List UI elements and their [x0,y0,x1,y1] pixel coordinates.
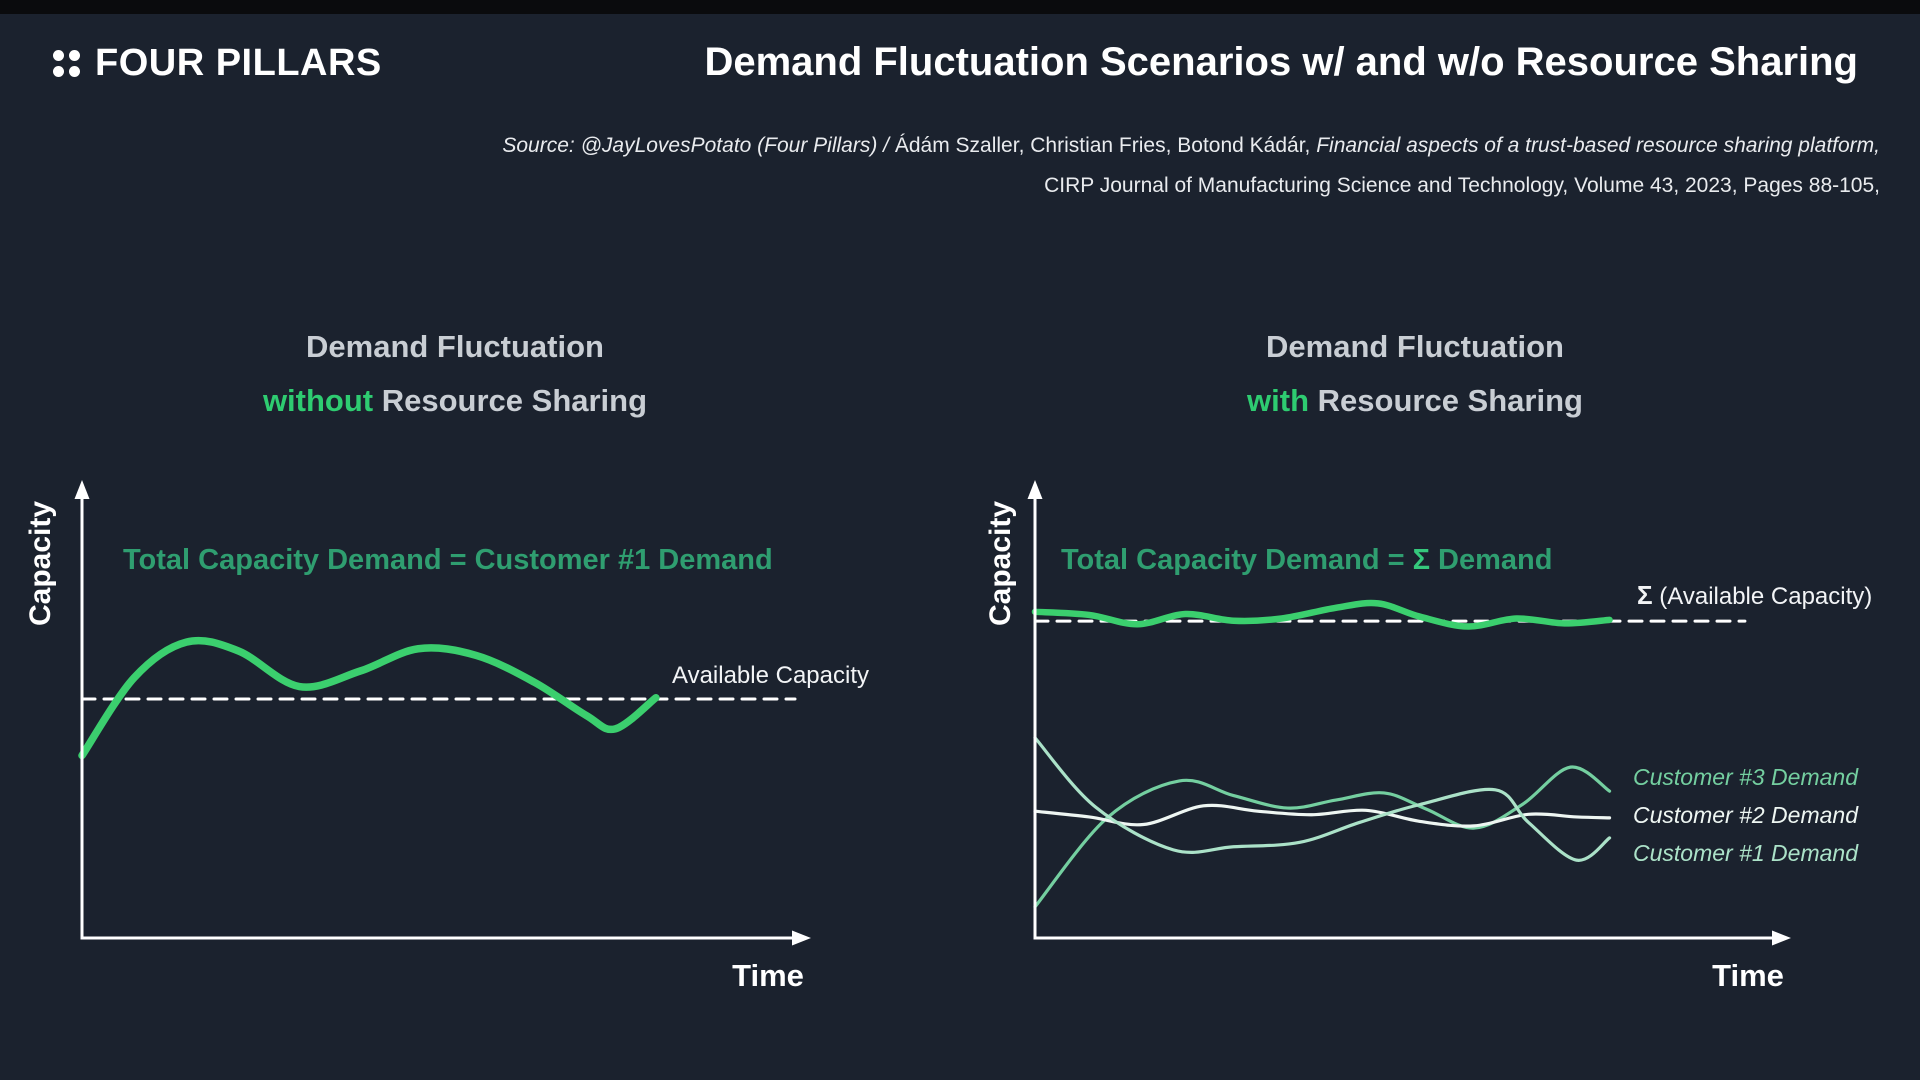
source-paper-title: Financial aspects of a trust-based resou… [1316,134,1880,157]
chart-without-sharing: Capacity Total Capacity Demand = Custome… [0,470,920,1080]
series-customer-#1-demand [1033,736,1612,862]
four-dots-icon [53,50,80,77]
series-total-capacity-demand-demand [1031,599,1613,630]
left-y-axis-label: Capacity [24,500,57,626]
left-x-axis-label: Time [732,958,804,993]
legend-customer-1: Customer #1 Demand [1633,840,1858,866]
series-customer-#3-demand [1033,765,1612,909]
source-authors: Ádám Szaller, Christian Fries, Botond Ká… [894,134,1317,157]
right-annotation-prefix: Total Capacity Demand = [1061,544,1413,576]
logo-dot [53,50,64,61]
x-axis-arrow-icon [1772,930,1791,946]
left-annotation: Total Capacity Demand = Customer #1 Dema… [123,544,773,576]
y-axis-arrow-icon [1027,480,1043,499]
right-annotation-suffix: Demand [1430,544,1553,576]
left-title-rest: Resource Sharing [373,383,648,418]
right-x-axis-label: Time [1712,958,1784,993]
sigma-available-capacity-text: (Available Capacity) [1652,583,1873,610]
sigma-available-capacity-label: Σ (Available Capacity) [1637,580,1872,611]
source-line-1: Source: @JayLovesPotato (Four Pillars) /… [502,126,1880,166]
left-title-highlight: without [262,383,374,418]
right-panel-title: Demand Fluctuation with Resource Sharing [1095,320,1735,428]
page-title: Demand Fluctuation Scenarios w/ and w/o … [704,40,1858,84]
left-chart-canvas [74,480,811,946]
source-line-2: CIRP Journal of Manufacturing Science an… [1044,174,1880,197]
legend-customer-2: Customer #2 Demand [1633,802,1858,828]
brand-name: FOUR PILLARS [95,42,382,84]
series-total-capacity-demand-customer-#1-demand [78,636,660,760]
source-handle: Source: @JayLovesPotato (Four Pillars) / [502,134,895,157]
sigma-symbol: Σ [1637,580,1653,610]
sigma-symbol: Σ [1412,544,1430,576]
y-axis-arrow-icon [74,480,90,499]
right-y-axis-label: Capacity [984,500,1017,626]
chart-with-sharing: Capacity Total Capacity Demand = Σ Deman… [920,470,1920,1080]
logo-dot [69,66,80,77]
logo-dot [69,50,80,61]
right-chart-canvas [1027,480,1791,946]
right-annotation: Total Capacity Demand = Σ Demand [1061,544,1552,577]
source-attribution: Source: @JayLovesPotato (Four Pillars) /… [502,126,1880,206]
right-panel-title-line1: Demand Fluctuation [1266,329,1564,364]
right-title-rest: Resource Sharing [1309,383,1583,418]
available-capacity-label: Available Capacity [672,662,870,689]
logo-dot [53,66,64,77]
x-axis-arrow-icon [792,930,811,946]
legend-customer-3: Customer #3 Demand [1633,764,1858,790]
right-panel-title-line2: with Resource Sharing [1095,374,1735,428]
left-panel-title-line2: without Resource Sharing [135,374,775,428]
series-customer-#2-demand [1033,803,1612,828]
top-black-strip [0,0,1920,14]
right-title-highlight: with [1247,383,1310,418]
left-panel-title: Demand Fluctuation without Resource Shar… [135,320,775,428]
brand-logo: FOUR PILLARS [53,42,382,85]
left-panel-title-line1: Demand Fluctuation [306,329,604,364]
